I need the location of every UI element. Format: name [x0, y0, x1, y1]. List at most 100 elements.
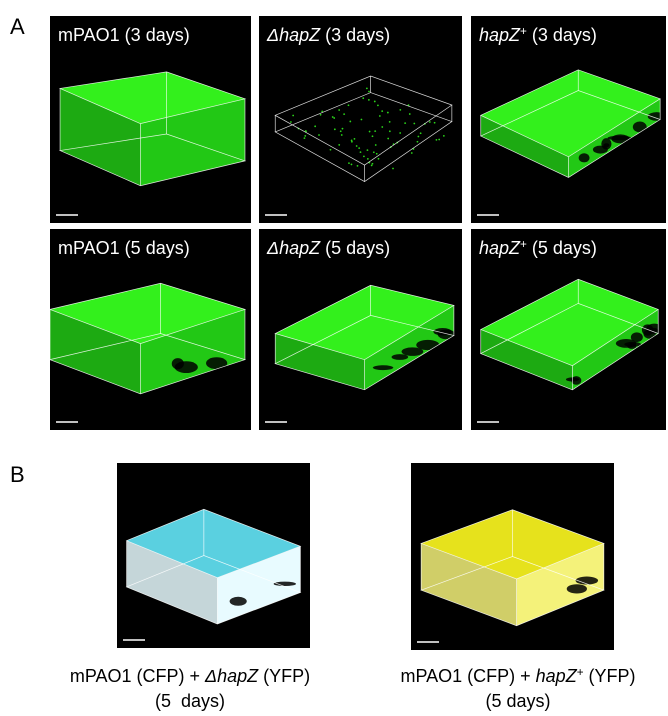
label: ΔhapZ (3 days): [266, 25, 390, 45]
cell: [362, 97, 364, 99]
cell: [367, 149, 369, 151]
cell: [404, 122, 406, 124]
cell: [371, 165, 373, 167]
cell: [334, 128, 336, 130]
cell: [332, 116, 334, 118]
label: hapZ+ (3 days): [479, 25, 597, 46]
cell: [320, 114, 322, 116]
void: [631, 332, 643, 342]
label-part: mPAO1 (5 days): [58, 238, 190, 258]
cell: [381, 110, 383, 112]
cell: [399, 132, 401, 134]
cell: [373, 151, 375, 153]
label-part: mPAO1 (CFP) +: [400, 666, 535, 686]
label-part: ΔhapZ: [204, 666, 259, 686]
label-part: (5 days): [155, 691, 225, 711]
cell: [438, 139, 440, 141]
void: [392, 354, 409, 360]
cell: [338, 144, 340, 146]
void: [633, 122, 647, 133]
cell: [304, 135, 306, 137]
label-part: ΔhapZ: [266, 25, 321, 45]
void: [576, 577, 599, 585]
cell: [290, 121, 292, 123]
cell: [377, 104, 379, 106]
label: mPAO1 (3 days): [58, 25, 190, 45]
cell: [340, 130, 342, 132]
cell: [443, 135, 445, 137]
label-part: hapZ: [479, 238, 521, 258]
cell: [436, 139, 438, 141]
void: [567, 584, 587, 593]
cell: [343, 113, 345, 115]
cell: [374, 130, 376, 132]
cell: [330, 149, 332, 151]
cell: [341, 134, 343, 136]
label: (5 days): [485, 691, 550, 711]
micrograph: [50, 229, 251, 430]
cell: [399, 109, 401, 111]
cell: [413, 123, 415, 125]
label: (5 days): [155, 691, 225, 711]
cell: [292, 115, 294, 117]
cell: [342, 128, 344, 130]
micrograph: [259, 229, 462, 430]
cell: [411, 152, 413, 154]
label-part: mPAO1 (3 days): [58, 25, 190, 45]
cell: [351, 164, 353, 166]
cell: [387, 138, 389, 140]
cell: [409, 113, 411, 115]
void: [648, 112, 666, 121]
cell: [356, 145, 358, 147]
cell: [381, 126, 383, 128]
micrograph: [471, 229, 666, 430]
label-part: (YFP): [258, 666, 310, 686]
label: hapZ+ (5 days): [479, 238, 597, 259]
cell: [360, 151, 362, 153]
cell: [372, 135, 374, 137]
cell: [333, 117, 335, 119]
label-part: (YFP): [584, 666, 636, 686]
cell: [375, 144, 377, 146]
cell: [304, 137, 306, 139]
cell: [358, 147, 360, 149]
image-background: [259, 16, 462, 223]
cell: [417, 141, 419, 143]
cell: [361, 119, 363, 121]
cell: [389, 121, 391, 123]
label-part: (5 days): [485, 691, 550, 711]
void: [206, 357, 227, 369]
cell: [318, 134, 320, 136]
micrograph: [471, 16, 666, 223]
cell: [369, 131, 371, 133]
cell: [314, 125, 316, 127]
cell: [389, 130, 391, 132]
void: [230, 597, 247, 606]
micrograph: [411, 463, 614, 650]
label-part: (3 days): [320, 25, 390, 45]
cell: [351, 141, 353, 143]
cell: [376, 153, 378, 155]
cell: [374, 101, 376, 103]
label-part: ΔhapZ: [266, 238, 321, 258]
cell: [434, 122, 436, 124]
cell: [354, 138, 356, 140]
panel-letter: A: [10, 14, 25, 39]
cell: [357, 165, 359, 167]
cell: [392, 168, 394, 170]
cell: [387, 112, 389, 114]
cell: [366, 87, 368, 89]
label-part: hapZ: [479, 25, 521, 45]
label-part: (5 days): [527, 238, 597, 258]
label-part: mPAO1 (CFP) +: [70, 666, 205, 686]
void: [593, 146, 608, 154]
void: [612, 134, 630, 143]
cell: [368, 99, 370, 101]
label: mPAO1 (CFP) + ΔhapZ (YFP): [70, 666, 310, 686]
void: [402, 347, 424, 356]
label-part: (5 days): [320, 238, 390, 258]
label: mPAO1 (5 days): [58, 238, 190, 258]
cell: [417, 136, 419, 138]
cell: [372, 163, 374, 165]
cell: [348, 162, 350, 164]
